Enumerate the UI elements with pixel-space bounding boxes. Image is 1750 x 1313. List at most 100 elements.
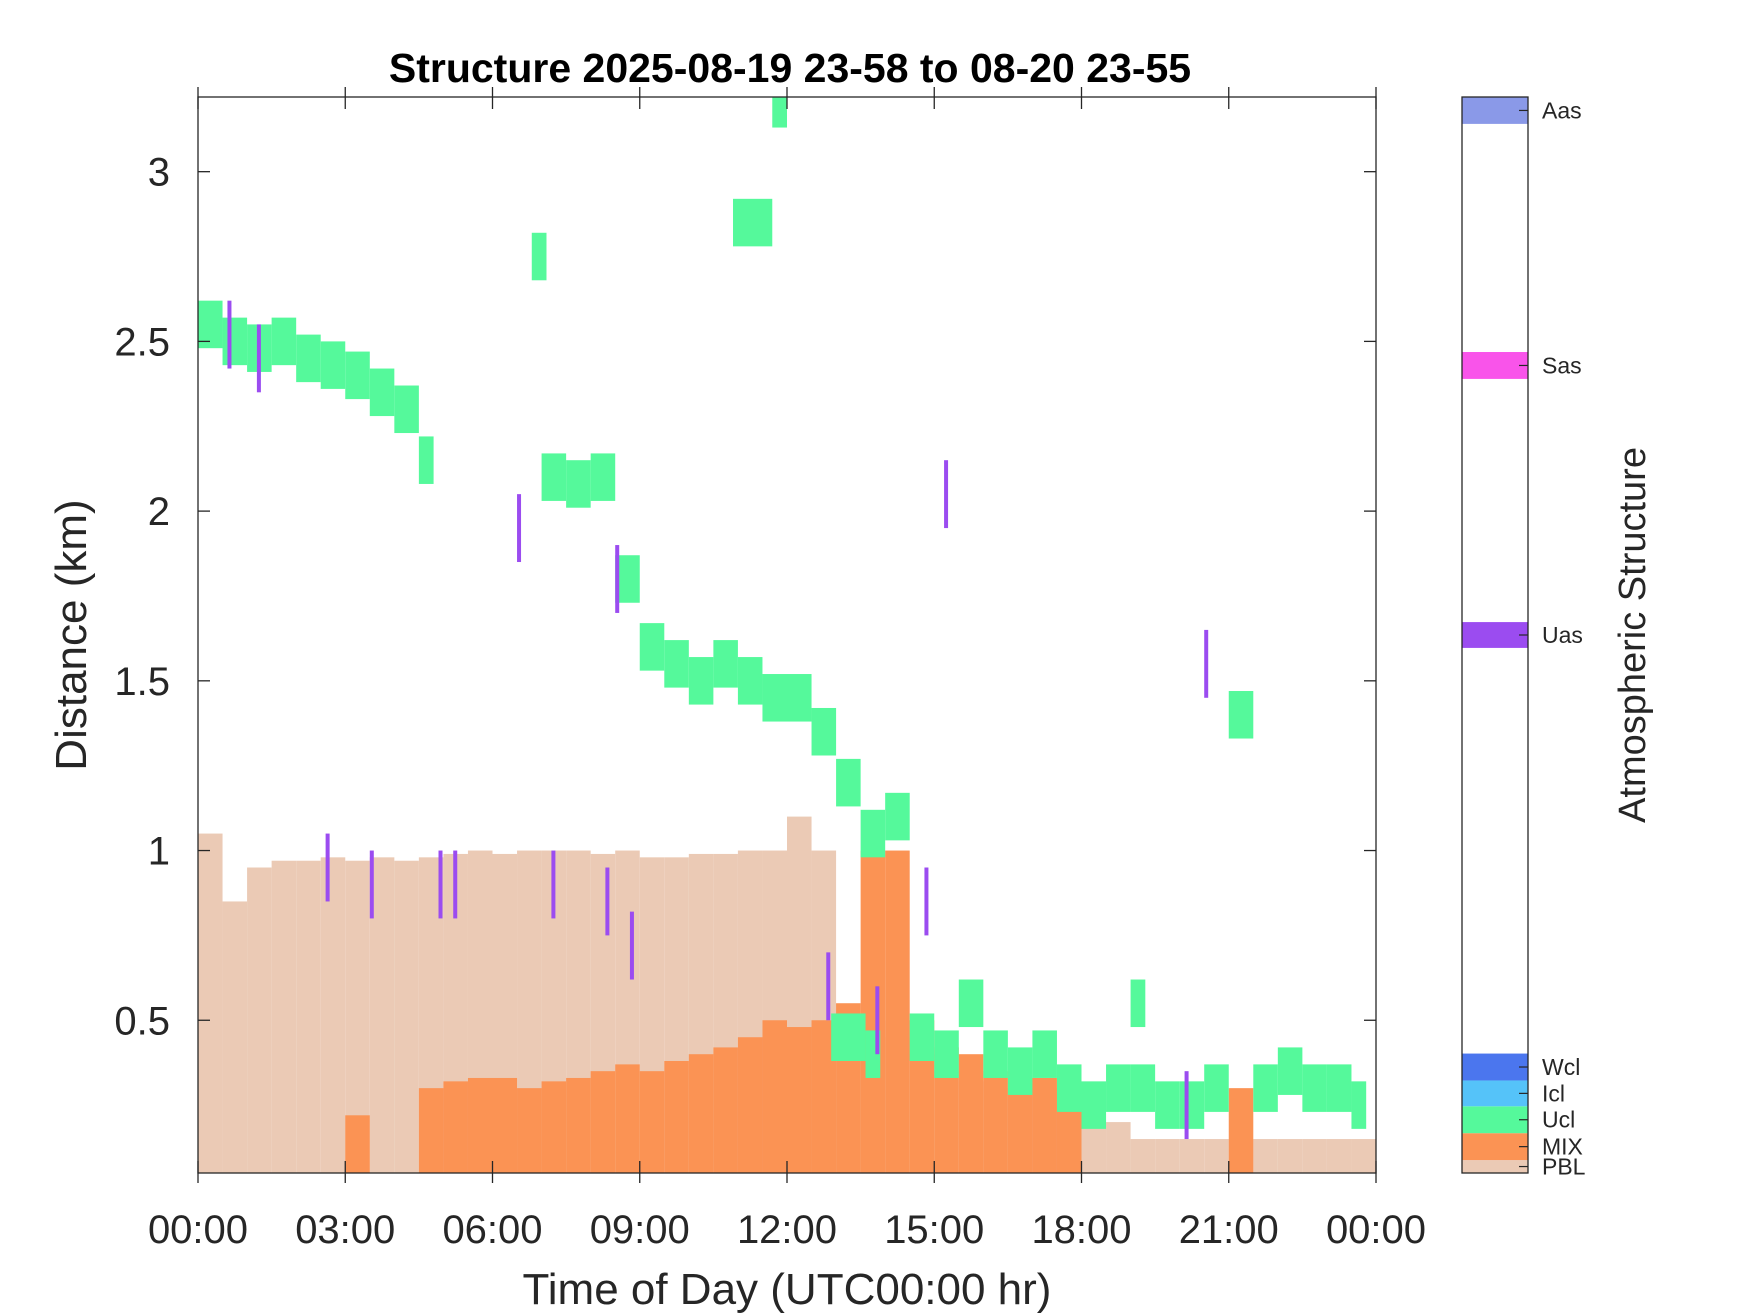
mix-cell [566, 1077, 591, 1173]
ucl-cell [1302, 1064, 1327, 1112]
pbl-cell [1277, 1139, 1303, 1173]
pbl-cell [394, 860, 419, 1173]
mix-cell [737, 1037, 763, 1173]
ucl-cell [394, 385, 419, 434]
mix-cell [664, 1060, 689, 1173]
pbl-cell [296, 860, 321, 1173]
colorbar-swatch-ucl [1462, 1106, 1528, 1134]
colorbar-swatch-icl [1462, 1080, 1528, 1107]
pbl-cell [1130, 1139, 1156, 1173]
ucl-cell [1081, 1081, 1107, 1129]
x-axis: 00:00 03:00 06:00 09:00 12:00 15:00 18:00 21:00… [148, 87, 1426, 1252]
ucl-cell [541, 453, 567, 501]
structure-cells [198, 97, 1376, 1173]
y-tick-label: 2 [148, 490, 170, 534]
colorbar-label-pbl: PBL [1542, 1154, 1586, 1180]
mix-cell [492, 1077, 518, 1173]
ucl-cell [762, 674, 787, 722]
ucl-cell [860, 809, 886, 858]
x-tick-label: 06:00 [442, 1208, 542, 1252]
x-tick-label: 00:00 [148, 1208, 248, 1252]
uas-cell [826, 952, 831, 1021]
x-tick-label: 18:00 [1031, 1208, 1131, 1252]
ucl-cell [296, 334, 321, 383]
ucl-cell [1155, 1081, 1180, 1129]
colorbar-swatch-mix [1462, 1133, 1528, 1161]
uas-cell [629, 911, 634, 980]
pbl-cell [1179, 1139, 1205, 1173]
ucl-cell [885, 792, 910, 841]
mix-cell [590, 1071, 616, 1173]
uas-cell [227, 300, 232, 369]
ucl-cell [1130, 979, 1146, 1028]
colorbar-swatch-sas [1462, 352, 1528, 379]
pbl-cell [247, 867, 272, 1173]
mix-cell [467, 1077, 493, 1173]
pbl-cell [271, 860, 297, 1173]
mix-cell [762, 1020, 787, 1173]
mix-cell [418, 1088, 444, 1173]
ucl-cell [1106, 1064, 1131, 1112]
pbl-cell [1106, 1122, 1131, 1173]
uas-cell [453, 850, 458, 919]
uas-cell [924, 867, 929, 936]
ucl-cell [1007, 1047, 1033, 1095]
plot-area: 00:00 03:00 06:00 09:00 12:00 15:00 18:00 21:00… [114, 87, 1426, 1252]
mix-cell [860, 850, 886, 1173]
y-axis: 0.5 1 1.5 2 2.5 3 [114, 151, 1376, 1043]
colorbar-label-uas: Uas [1542, 622, 1583, 648]
y-tick-label: 0.5 [114, 999, 170, 1043]
pbl-cell [1155, 1139, 1180, 1173]
x-tick-label: 00:00 [1326, 1208, 1426, 1252]
pbl-cell [369, 857, 395, 1173]
ucl-cell [1130, 1064, 1156, 1112]
x-tick-label: 03:00 [295, 1208, 395, 1252]
ucl-cell [639, 623, 665, 671]
colorbar-label-icl: Icl [1542, 1080, 1565, 1106]
mix-cell [713, 1047, 738, 1173]
ucl-cell [983, 1030, 1008, 1078]
x-axis-label: Time of Day (UTC00:00 hr) [523, 1265, 1052, 1313]
mix-cell [615, 1064, 640, 1173]
mix-cell [443, 1081, 468, 1173]
uas-cell [369, 850, 374, 919]
ucl-cell [1204, 1064, 1229, 1112]
uas-cell [325, 833, 330, 902]
ucl-cell [836, 758, 861, 807]
pbl-cell [1253, 1139, 1278, 1173]
x-tick-label: 09:00 [590, 1208, 690, 1252]
ucl-cell [271, 317, 297, 366]
pbl-cell [320, 857, 346, 1173]
pbl-cell [1204, 1139, 1229, 1173]
pbl-cell [198, 833, 223, 1173]
ucl-cell [1351, 1081, 1367, 1129]
ucl-cell [664, 640, 689, 688]
x-tick-label: 12:00 [737, 1208, 837, 1252]
ucl-cell [320, 341, 346, 389]
ucl-cell [369, 368, 395, 417]
uas-cell [1204, 629, 1209, 698]
uas-cell [605, 867, 610, 936]
ucl-cell [1228, 691, 1254, 739]
uas-cell [1184, 1071, 1189, 1140]
colorbar-swatch-aas [1462, 97, 1528, 124]
uas-cell [875, 986, 880, 1055]
ucl-cell [772, 97, 787, 128]
ucl-cell [222, 317, 248, 366]
ucl-cell [198, 300, 223, 349]
ucl-cell [1253, 1064, 1278, 1112]
mix-cell [1032, 1077, 1057, 1173]
colorbar-swatch-uas [1462, 622, 1528, 648]
ucl-cell [1032, 1030, 1057, 1078]
uas-cell [517, 494, 522, 563]
colorbar-label-aas: Aas [1542, 97, 1582, 123]
colorbar-label: Atmospheric Structure [1612, 447, 1654, 823]
colorbar-swatch-wcl [1462, 1053, 1528, 1081]
chart-title: Structure 2025-08-19 23-58 to 08-20 23-5… [389, 45, 1191, 91]
uas-cell [438, 850, 443, 919]
y-tick-label: 3 [148, 151, 170, 195]
y-tick-label: 1.5 [114, 660, 170, 704]
x-tick-label: 15:00 [884, 1208, 984, 1252]
